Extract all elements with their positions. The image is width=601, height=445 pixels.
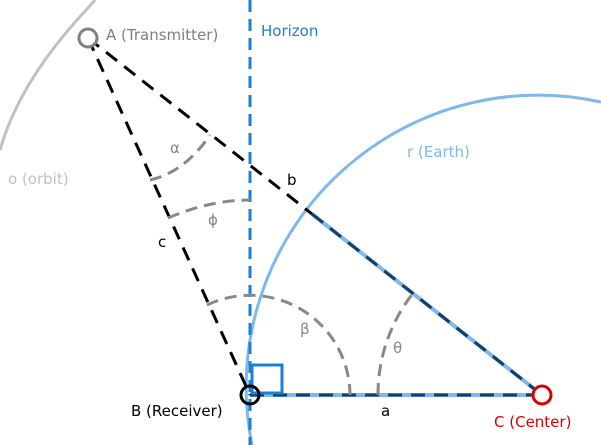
side-b-line [87, 36, 313, 216]
point-b-marker [239, 384, 261, 406]
label-earth: r (Earth) [407, 143, 470, 161]
point-a-marker [77, 27, 99, 49]
earth-radius-line [311, 212, 543, 397]
label-angle-beta: β [300, 320, 310, 338]
label-side-b: b [287, 171, 297, 189]
phi-arc [167, 198, 251, 220]
orbit-arc-upper [86, 0, 97, 9]
alpha-arc [149, 134, 212, 182]
label-point-c: C (Center) [494, 413, 571, 431]
earth-arc [244, 93, 601, 445]
beta-arc [206, 293, 352, 396]
right-angle-marker [250, 363, 284, 395]
label-side-a: a [381, 402, 390, 420]
orbit-arc [0, 6, 90, 151]
theta-arc [376, 291, 416, 396]
label-orbit: o (orbit) [8, 170, 69, 188]
label-angle-phi: ϕ [208, 211, 218, 229]
label-point-b: B (Receiver) [131, 402, 223, 420]
point-c-marker [531, 384, 553, 406]
label-angle-theta: θ [393, 339, 402, 357]
label-horizon: Horizon [261, 22, 318, 40]
label-side-c: c [158, 233, 166, 251]
label-point-a: A (Transmitter) [106, 26, 218, 44]
label-angle-alpha: α [170, 139, 180, 157]
